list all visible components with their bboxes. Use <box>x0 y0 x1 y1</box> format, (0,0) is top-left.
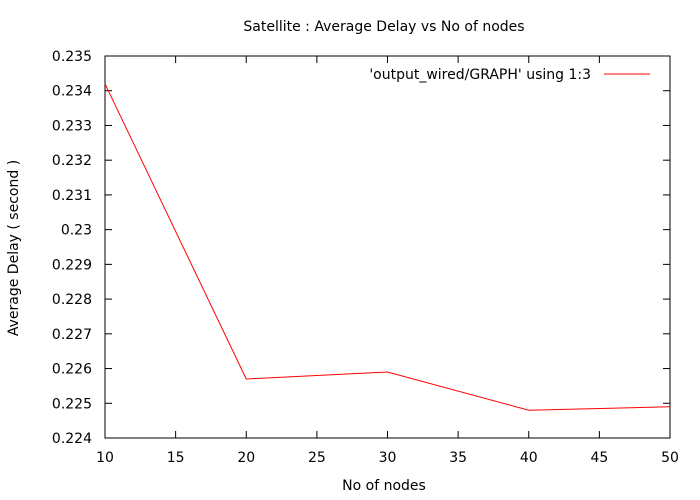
y-tick-label: 0.229 <box>52 257 92 273</box>
y-tick-label: 0.231 <box>52 188 92 204</box>
x-axis-label: No of nodes <box>342 478 426 494</box>
y-tick-label: 0.224 <box>52 431 92 447</box>
y-tick-label: 0.234 <box>52 84 92 100</box>
y-tick-label: 0.226 <box>52 362 92 378</box>
x-tick-label: 15 <box>167 450 185 466</box>
x-tick-label: 25 <box>308 450 326 466</box>
y-tick-label: 0.233 <box>52 118 92 134</box>
x-tick-label: 30 <box>379 450 397 466</box>
series-line <box>104 83 671 411</box>
legend-label: 'output_wired/GRAPH' using 1:3 <box>369 67 591 83</box>
y-tick-label: 0.227 <box>52 327 92 343</box>
y-axis-label: Average Delay ( second ) <box>6 160 22 336</box>
x-tick-label: 20 <box>237 450 255 466</box>
x-tick-label: 35 <box>449 450 467 466</box>
chart-title: Satellite : Average Delay vs No of nodes <box>243 19 524 35</box>
x-tick-label: 50 <box>661 450 679 466</box>
x-tick-label: 10 <box>96 450 114 466</box>
x-tick-label: 45 <box>590 450 608 466</box>
y-tick-label: 0.228 <box>52 292 92 308</box>
plot-frame <box>104 55 671 439</box>
y-tick-label: 0.225 <box>52 396 92 412</box>
y-tick-label: 0.232 <box>52 153 92 169</box>
y-tick-label: 0.23 <box>61 223 92 239</box>
x-tick-label: 40 <box>520 450 538 466</box>
y-tick-label: 0.235 <box>52 49 92 65</box>
